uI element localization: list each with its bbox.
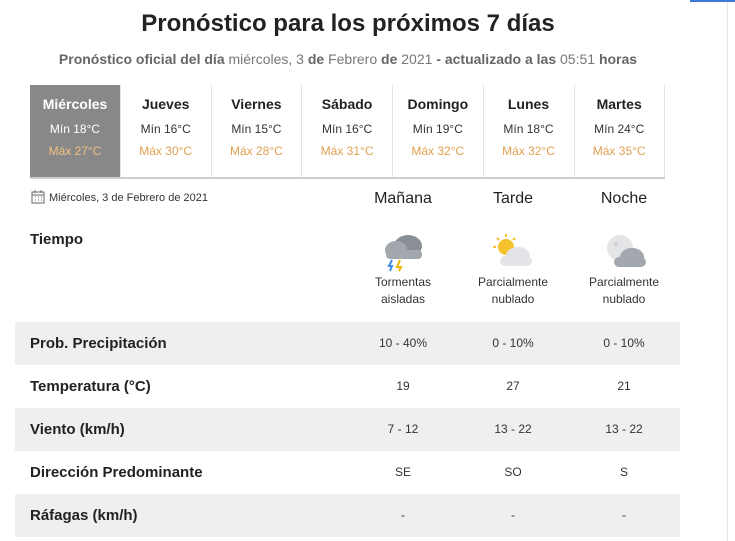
day-tab[interactable]: Viernes Mín 15°C Máx 28°C bbox=[211, 85, 303, 177]
partly-cloudy-icon bbox=[493, 234, 532, 266]
day-name: Jueves bbox=[141, 96, 190, 112]
condition: Tormentas aisladas bbox=[374, 275, 432, 306]
date: Miércoles, 3 de Febrero de 2021 bbox=[49, 192, 208, 204]
day-tab[interactable]: Domingo Mín 19°C Máx 32°C bbox=[393, 85, 484, 177]
top-bar bbox=[690, 0, 735, 2]
day-max: Máx 27°C bbox=[48, 144, 102, 158]
day-tab[interactable]: Lunes Mín 18°C Máx 32°C bbox=[484, 85, 575, 177]
period: Tarde bbox=[492, 190, 534, 207]
row-value: 13 - 22 bbox=[494, 422, 532, 436]
subtitle-part: - actualizado a las bbox=[436, 51, 557, 67]
row-label: Ráfagas (km/h) bbox=[30, 507, 138, 524]
day-max: Máx 31°C bbox=[320, 144, 374, 158]
row-value: - bbox=[622, 508, 626, 522]
day-max: Máx 30°C bbox=[139, 144, 193, 158]
condition: Parcialmente nublado bbox=[588, 275, 660, 306]
subtitle-part: de bbox=[307, 51, 325, 67]
day-max: Máx 32°C bbox=[502, 144, 555, 158]
day-name: Sábado bbox=[321, 96, 373, 112]
day-min: Mín 16°C bbox=[322, 122, 373, 136]
subtitle-part: horas bbox=[598, 51, 638, 67]
row-value: 10 - 40% bbox=[378, 336, 428, 350]
row-label: Viento (km/h) bbox=[30, 421, 125, 438]
subtitle-part: 05:51 bbox=[560, 51, 596, 67]
row-value: SO bbox=[504, 465, 522, 479]
row-value: - bbox=[511, 508, 515, 522]
day-min: Mín 18°C bbox=[503, 122, 554, 136]
day-tab[interactable]: Martes Mín 24°C Máx 35°C bbox=[574, 85, 666, 177]
day-min: Mín 15°C bbox=[231, 122, 282, 136]
row-label: Prob. Precipitación bbox=[30, 335, 167, 352]
table-row: Dirección Predominante SE SO S bbox=[15, 451, 680, 494]
row-value: 19 bbox=[396, 379, 410, 393]
day-max: Máx 32°C bbox=[411, 144, 465, 158]
table-row: Temperatura (°C) 19 27 21 bbox=[15, 365, 680, 408]
day-name: Viernes bbox=[231, 96, 282, 112]
day-min: Mín 16°C bbox=[140, 122, 191, 136]
day-name: Domingo bbox=[407, 96, 469, 112]
row-value: 7 - 12 bbox=[387, 422, 419, 436]
day-min: Mín 18°C bbox=[49, 122, 101, 136]
subtitle-part: Pronóstico oficial del día bbox=[58, 51, 225, 67]
day-tab[interactable]: Miércoles Mín 18°C Máx 27°C bbox=[30, 85, 121, 177]
row-value: 0 - 10% bbox=[492, 336, 534, 350]
calendar-icon bbox=[31, 190, 45, 204]
subtitle-part: de bbox=[381, 51, 398, 67]
night-cloudy-icon bbox=[607, 235, 646, 267]
subtitle-part: 2021 bbox=[401, 51, 433, 67]
table-row: Prob. Precipitación 10 - 40% 0 - 10% 0 - 10… bbox=[15, 322, 680, 365]
subtitle-part: Febrero bbox=[328, 51, 378, 67]
day-max: Máx 28°C bbox=[229, 144, 283, 158]
day-tab[interactable]: Sábado Mín 16°C Máx 31°C bbox=[302, 85, 394, 177]
row-value: S bbox=[619, 465, 628, 479]
weather-label: Tiempo bbox=[30, 231, 84, 248]
day-name: Martes bbox=[596, 96, 642, 112]
row-value: SE bbox=[394, 465, 411, 479]
period: Mañana bbox=[374, 190, 432, 207]
day-min: Mín 19°C bbox=[412, 122, 463, 136]
row-value: 21 bbox=[617, 379, 631, 393]
table-row: Ráfagas (km/h) - - - bbox=[15, 494, 680, 537]
row-value: 27 bbox=[506, 379, 520, 393]
row-value: 13 - 22 bbox=[605, 422, 643, 436]
day-name: Lunes bbox=[507, 96, 550, 112]
row-label: Temperatura (°C) bbox=[30, 378, 151, 395]
row-value: - bbox=[401, 508, 405, 522]
table-row: Viento (km/h) 7 - 12 13 - 22 13 - 22 bbox=[15, 408, 680, 451]
day-min: Mín 24°C bbox=[594, 122, 645, 136]
tab-border bbox=[30, 177, 665, 179]
period: Noche bbox=[600, 190, 648, 207]
day-tab[interactable]: Jueves Mín 16°C Máx 30°C bbox=[121, 85, 212, 177]
row-label: Dirección Predominante bbox=[30, 464, 203, 481]
border bbox=[727, 0, 728, 541]
day-name: Miércoles bbox=[42, 96, 108, 112]
title: Pronóstico para los próximos 7 días bbox=[141, 10, 555, 37]
row-value: 0 - 10% bbox=[603, 336, 645, 350]
condition: Parcialmente nublado bbox=[477, 275, 549, 306]
subtitle: Pronóstico oficial del día miércoles, 3 … bbox=[0, 51, 696, 67]
day-max: Máx 35°C bbox=[592, 144, 646, 158]
subtitle-part: miércoles, 3 bbox=[228, 51, 304, 67]
storm-icon bbox=[385, 235, 422, 272]
